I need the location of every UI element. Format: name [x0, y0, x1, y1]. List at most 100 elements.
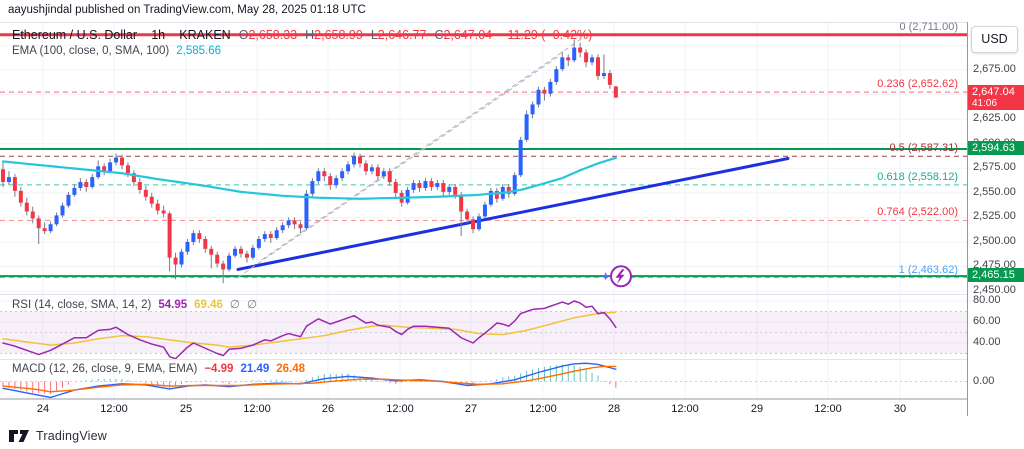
time-axis-label: 12:00: [243, 403, 271, 415]
axis-tick-label: 2,675.00: [973, 63, 1016, 76]
axis-tick-label: 2,500.00: [973, 234, 1016, 247]
candle-up: [334, 178, 339, 185]
symbol-title[interactable]: Ethereum / U.S. Dollar: [12, 28, 138, 42]
rsi-value: 54.95: [158, 299, 188, 311]
channel-dash-b: [261, 37, 584, 261]
axis-tick-label: 40.00: [973, 336, 1001, 348]
macd-label[interactable]: MACD (12, 26, close, 9, EMA, EMA): [12, 363, 198, 375]
candle-up: [54, 215, 59, 225]
time-axis-label: 27: [464, 403, 478, 415]
upper-level-badge: 2,594.63: [968, 141, 1024, 156]
candle-up: [411, 183, 416, 190]
candle-down: [131, 173, 136, 183]
interval-value[interactable]: 1h: [151, 28, 166, 42]
candle-up: [90, 177, 95, 187]
candle-down: [375, 167, 380, 177]
candle-down: [125, 165, 130, 174]
high-value: 2,658.99: [314, 28, 363, 42]
open-label: O: [238, 28, 249, 42]
candle-up: [477, 216, 481, 230]
candle-up: [227, 255, 232, 270]
candle-up: [488, 190, 493, 205]
last-price-badge: 2,647.04 41:06: [968, 84, 1024, 110]
rsi-empty-value: ∅: [246, 299, 257, 311]
candle-down: [173, 257, 178, 265]
candle-up: [60, 205, 65, 216]
close-value: 2,647.04: [443, 28, 493, 42]
candle-up: [590, 57, 595, 63]
candle-down: [441, 183, 446, 192]
axis-tick-label: 2,525.00: [973, 210, 1016, 223]
candle-down: [363, 163, 368, 172]
candle-up: [518, 139, 523, 176]
candle-down: [429, 181, 434, 187]
candle-up: [316, 171, 321, 182]
candle-up: [447, 186, 452, 192]
candles: [1, 39, 618, 284]
candle-down: [36, 218, 41, 229]
candle-down: [607, 73, 612, 85]
candle-up: [78, 182, 83, 188]
channel-dash-a: [237, 54, 561, 278]
ema-value: 2,585.66: [176, 45, 222, 57]
candle-up: [340, 171, 345, 179]
ema-label[interactable]: EMA (100, close, 0, SMA, 100): [12, 45, 170, 57]
candle-up: [6, 177, 11, 183]
candle-down: [143, 189, 148, 197]
candle-up: [482, 204, 487, 217]
fib-level-label: 0.764 (2,522.00): [877, 206, 958, 219]
candle-up: [352, 156, 357, 165]
rsi-label[interactable]: RSI (14, close, SMA, 14, 2): [12, 299, 152, 311]
chart-canvas[interactable]: [0, 23, 967, 400]
candle-down: [584, 52, 589, 63]
candle-up: [381, 171, 386, 177]
candle-down: [137, 182, 142, 190]
candle-down: [596, 57, 600, 77]
candle-down: [322, 171, 327, 177]
axis-tick-label: 0.00: [973, 374, 995, 387]
candle-down: [1, 169, 5, 183]
symbol-legend: Ethereum / U.S. Dollar · 1h · KRAKEN O2,658.3…: [12, 28, 592, 42]
chart-area[interactable]: Ethereum / U.S. Dollar · 1h · KRAKEN O2,658.3…: [0, 21, 967, 417]
candle-down: [120, 157, 124, 166]
candle-down: [566, 57, 571, 61]
lower-level-badge: 2,465.15: [968, 268, 1024, 283]
candle-up: [48, 224, 53, 232]
time-axis-label: 12:00: [529, 403, 557, 415]
bar-countdown: 41:06: [972, 97, 998, 109]
candle-down: [203, 239, 208, 249]
exchange-name[interactable]: KRAKEN: [179, 28, 231, 42]
price-axis[interactable]: USD 2,700.002,675.002,625.002,600.002,57…: [967, 22, 1024, 416]
candle-up: [280, 225, 285, 231]
candle-down: [358, 156, 362, 164]
candle-down: [465, 211, 470, 220]
attribution-text: aayushjindal published on TradingView.co…: [8, 4, 366, 16]
candle-down: [417, 183, 422, 188]
high-label: H: [305, 28, 315, 42]
candle-down: [42, 228, 47, 232]
time-axis-label: 30: [893, 403, 907, 415]
candle-down: [209, 248, 214, 255]
currency-button[interactable]: USD: [971, 26, 1018, 53]
axis-tick-label: 2,575.00: [973, 161, 1016, 174]
candle-up: [572, 47, 577, 61]
candle-down: [578, 47, 583, 53]
fib-level-label: 0.618 (2,558.12): [877, 170, 958, 183]
tradingview-watermark[interactable]: TradingView: [8, 428, 107, 444]
rising-support: [236, 156, 790, 271]
candle-down: [84, 182, 89, 187]
candle-up: [346, 164, 351, 172]
rsi-plot: [2, 300, 617, 359]
candle-up: [369, 167, 374, 172]
legend-separator: ·: [142, 28, 147, 42]
tradingview-logo-icon: [9, 430, 29, 442]
candle-up: [601, 73, 606, 77]
candle-up: [114, 157, 119, 163]
candle-up: [256, 239, 261, 248]
axis-tick-label: 2,625.00: [973, 112, 1016, 125]
candle-down: [506, 186, 511, 194]
low-label: L: [370, 28, 378, 42]
candle-down: [24, 202, 29, 212]
rsi-legend: RSI (14, close, SMA, 14, 2) 54.95 69.46 ∅ ∅: [12, 297, 257, 311]
low-value: 2,646.77: [377, 28, 427, 42]
